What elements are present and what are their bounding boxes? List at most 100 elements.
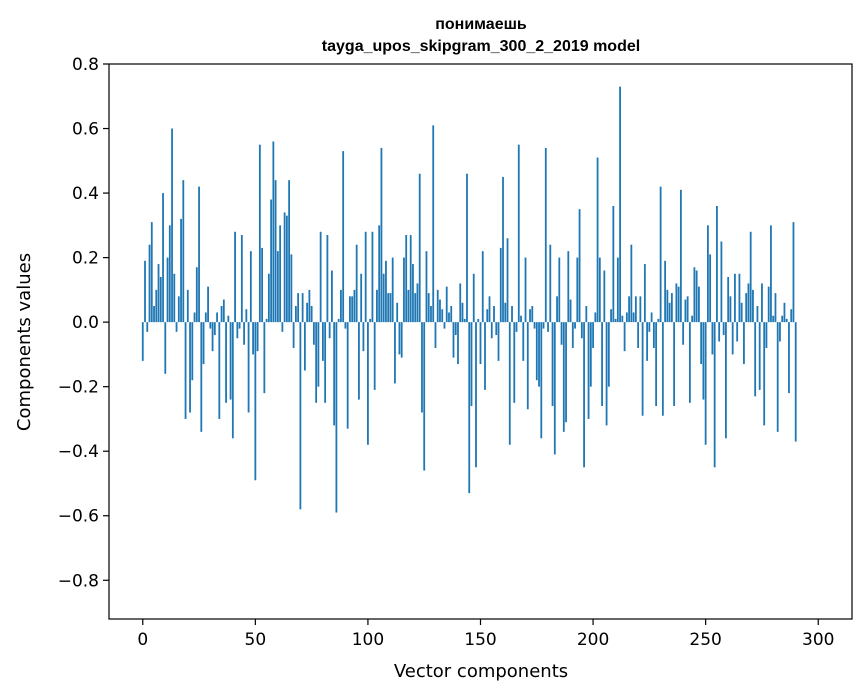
bar (378, 225, 381, 323)
bar (477, 318, 480, 323)
bar (367, 322, 369, 445)
bar (589, 322, 592, 387)
bar (200, 322, 203, 432)
bar (227, 315, 230, 323)
bar (673, 322, 676, 407)
bar (497, 322, 500, 361)
bar (225, 322, 227, 403)
bar (290, 254, 293, 323)
bar (195, 267, 198, 323)
bar (648, 322, 651, 332)
x-tick-label: 200 (577, 630, 609, 650)
y-axis-label: Components values (14, 253, 35, 431)
x-tick-label: 150 (464, 630, 496, 650)
x-axis-label: Vector components (394, 661, 568, 682)
bar (427, 293, 430, 323)
bar (391, 257, 394, 323)
bar (558, 257, 561, 323)
bar (655, 322, 658, 407)
bar (326, 235, 329, 323)
bar (628, 296, 630, 323)
bar (725, 322, 727, 439)
bar (267, 273, 270, 323)
bar (189, 322, 191, 413)
bar (243, 322, 245, 345)
bar (745, 293, 748, 323)
bar (538, 322, 540, 387)
bar (551, 322, 554, 407)
bar (688, 322, 691, 403)
bar (679, 189, 682, 323)
x-tick-label: 50 (245, 630, 267, 650)
bar (684, 299, 687, 323)
bar (254, 322, 257, 481)
bar (526, 322, 529, 410)
bar (664, 260, 667, 323)
bar (720, 241, 723, 323)
bar (457, 322, 459, 365)
bar (443, 322, 446, 329)
bar (459, 283, 462, 323)
bar (324, 322, 327, 403)
bar (731, 322, 734, 355)
bar (702, 322, 705, 400)
bar (407, 289, 410, 323)
bar (234, 231, 236, 323)
bar (466, 173, 468, 323)
bar (369, 318, 372, 323)
bar (788, 322, 790, 394)
bar (236, 322, 239, 339)
bar (439, 299, 441, 323)
bar (493, 306, 495, 323)
bar (373, 322, 376, 390)
bar (432, 125, 435, 323)
bar (403, 257, 405, 323)
y-tick-label: −0.2 (58, 378, 99, 398)
bar (317, 322, 320, 387)
bar (529, 309, 531, 323)
bar (670, 293, 673, 323)
bar (765, 322, 768, 348)
bar (436, 289, 439, 323)
bar (312, 322, 315, 345)
bar (166, 257, 169, 323)
bar (637, 322, 640, 348)
y-tick-label: −0.8 (58, 571, 99, 591)
bar (256, 322, 259, 352)
bar (261, 247, 263, 323)
bar (619, 86, 621, 323)
bar (245, 309, 248, 323)
bar (556, 296, 558, 323)
bar (682, 322, 685, 345)
bar (418, 173, 421, 323)
bar (220, 306, 223, 323)
bar (749, 231, 752, 323)
bar (171, 128, 173, 323)
bar (513, 322, 516, 403)
bar (222, 299, 225, 323)
bar (461, 302, 464, 323)
bar (209, 322, 212, 329)
bar (153, 306, 155, 323)
y-tick-label: 0.0 (72, 313, 99, 333)
bar (506, 238, 509, 323)
bar (675, 283, 678, 323)
bar (308, 289, 311, 323)
bar (299, 322, 302, 510)
bar (639, 296, 642, 323)
bar (515, 322, 518, 332)
bar (394, 322, 396, 384)
bar (360, 273, 363, 323)
bar (630, 244, 633, 323)
bar (445, 286, 448, 323)
bar (423, 322, 426, 471)
bar-series (141, 86, 797, 513)
bar (294, 306, 297, 323)
bar (520, 315, 522, 323)
bar (412, 264, 414, 323)
bar (321, 322, 324, 361)
bar (583, 322, 585, 468)
bar (711, 322, 714, 355)
bar (285, 215, 288, 323)
y-tick-label: 0.2 (72, 249, 99, 269)
